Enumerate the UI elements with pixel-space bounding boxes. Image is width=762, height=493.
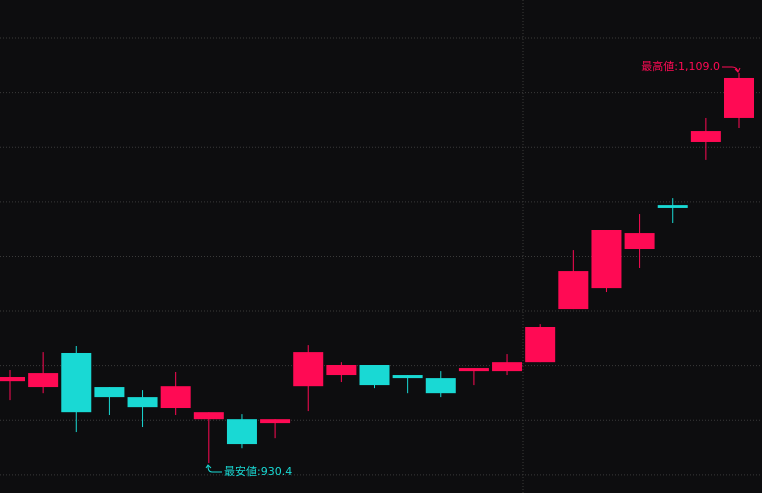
candle-body (724, 77, 754, 118)
candle-body (458, 368, 489, 372)
candle-body (558, 271, 589, 310)
low-annotation: 最安値:930.4 (224, 464, 292, 478)
candle-body (591, 230, 622, 289)
candle-body (425, 378, 456, 394)
candle-body (392, 375, 423, 379)
candle-body (293, 352, 324, 387)
candle-body (226, 419, 257, 445)
low-arrow (207, 465, 222, 473)
candle-body (0, 377, 25, 382)
candle-body (624, 233, 655, 250)
candle-body (127, 397, 158, 408)
candle-body (326, 364, 357, 376)
candle-body (28, 373, 59, 388)
high-arrow (722, 66, 739, 73)
low-arrowhead (205, 464, 212, 469)
candle-body (260, 419, 291, 424)
candle-body (94, 387, 125, 398)
candle-body (525, 326, 556, 363)
candle-body (359, 364, 390, 386)
high-annotation: 最高値:1,109.0 (641, 59, 720, 73)
candle-body (690, 131, 721, 142)
candle-body (657, 205, 688, 208)
high-arrowhead (734, 67, 741, 73)
candle-body (160, 386, 191, 409)
candle-body (492, 362, 523, 372)
candle-body (193, 412, 224, 420)
candle-body (61, 352, 92, 413)
